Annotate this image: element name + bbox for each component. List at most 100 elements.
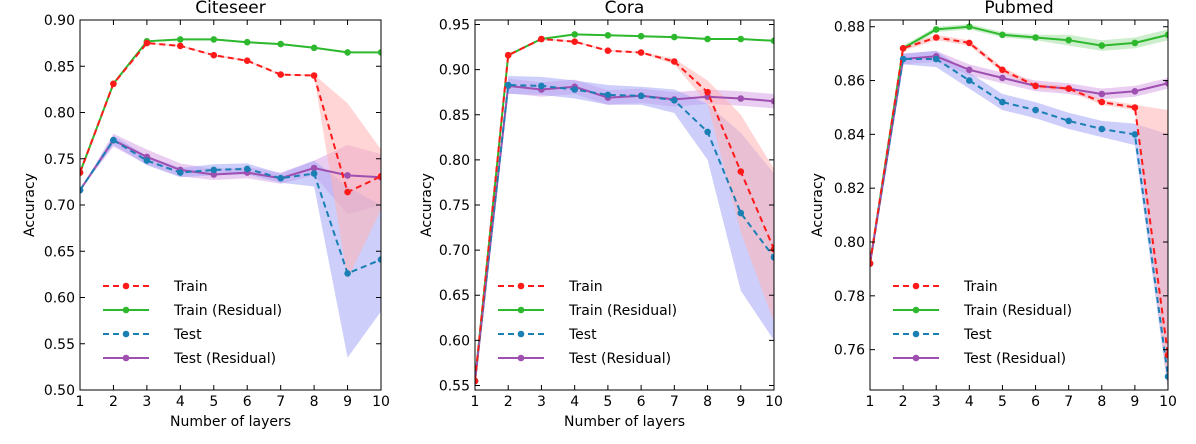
point-train-1	[475, 377, 479, 385]
x-axis-label: Number of layers	[170, 414, 291, 430]
point-train-8	[310, 72, 318, 79]
chart-panel-citeseer: 1 2 3 4 5 6 7 8 9 10 0.50 0.55 0.60 0.65 0.70 0.75 0.80 0…	[22, 0, 390, 430]
legend-label-test_residual: Test (Residual)	[568, 351, 671, 367]
y-tick-label: 0.55	[439, 378, 470, 394]
point-train-7	[1065, 85, 1072, 92]
point-train-6	[243, 57, 251, 64]
band-train	[80, 42, 381, 280]
series-line-test_residual	[870, 55, 1168, 264]
plot-area	[870, 23, 1168, 390]
chart-title: Citeseer	[195, 0, 265, 18]
legend-marker-train_residual	[912, 306, 920, 314]
x-tick-label: 8	[703, 394, 712, 410]
series-line-test_residual	[475, 84, 774, 382]
x-tick-label: 9	[343, 394, 352, 410]
legend: Train Train (Residual) Test Test (Residual)	[893, 279, 1072, 367]
point-test-4	[177, 169, 184, 176]
point-train_residual-4	[571, 31, 578, 38]
point-train-4	[177, 42, 184, 50]
x-tick-label: 5	[998, 394, 1007, 410]
series-line-test	[80, 138, 381, 275]
x-tick-label: 7	[1064, 394, 1073, 410]
x-tick-label: 6	[1031, 394, 1040, 410]
x-tick-label: 10	[1159, 394, 1177, 410]
plot-area	[80, 36, 381, 358]
x-tick-label: 3	[537, 394, 546, 410]
point-train_residual-4	[966, 23, 973, 31]
legend-marker-test	[122, 330, 130, 338]
point-train-10	[1164, 351, 1168, 359]
point-train-9	[344, 188, 351, 196]
legend-label-train_residual: Train (Residual)	[568, 303, 677, 319]
x-tick-label: 1	[471, 394, 480, 410]
legend-label-test: Test	[568, 327, 597, 343]
y-tick-label: 0.82	[834, 181, 865, 197]
axes-frame	[869, 19, 1169, 391]
point-train-5	[604, 47, 612, 54]
point-test-9	[737, 209, 745, 217]
point-train_residual-9	[737, 35, 745, 43]
point-test-6	[637, 92, 645, 100]
legend-marker-train	[122, 282, 130, 290]
point-train_residual-7	[671, 33, 678, 41]
x-tick-label: 7	[276, 394, 285, 410]
point-test_residual-9	[737, 95, 745, 102]
point-train-1	[80, 169, 84, 176]
y-tick-label: 0.60	[439, 333, 470, 349]
x-tick-label: 7	[670, 394, 679, 410]
x-tick-label: 2	[109, 394, 118, 410]
point-train-8	[704, 88, 711, 96]
legend-label-train_residual: Train (Residual)	[173, 303, 282, 319]
y-tick-label: 0.75	[439, 198, 470, 214]
point-train-3	[932, 34, 940, 41]
point-train-10	[770, 245, 774, 253]
legend-label-test: Test	[963, 327, 992, 343]
point-train_residual-6	[637, 32, 645, 40]
point-train-8	[1098, 98, 1106, 106]
point-train_residual-10	[1164, 31, 1168, 39]
legend-marker-test	[912, 330, 920, 338]
point-train-9	[1131, 104, 1139, 111]
point-test-9	[344, 270, 351, 277]
point-test-7	[671, 97, 678, 104]
point-train_residual-8	[310, 44, 318, 52]
x-tick-label: 3	[142, 394, 151, 410]
point-test_residual-4	[966, 66, 973, 74]
x-tick-label: 9	[1130, 394, 1139, 410]
point-train_residual-5	[999, 31, 1006, 39]
legend-label-test_residual: Test (Residual)	[963, 351, 1066, 367]
x-tick-label: 6	[637, 394, 646, 410]
point-test-1	[80, 186, 84, 194]
point-test-3	[932, 55, 940, 63]
point-train-4	[966, 39, 973, 47]
point-test_residual-9	[1131, 88, 1139, 95]
legend-marker-train	[517, 282, 525, 290]
legend-label-train: Train	[568, 279, 603, 295]
point-train-2	[110, 80, 117, 88]
point-test_residual-9	[344, 172, 351, 179]
point-test-5	[210, 166, 218, 174]
x-tick-label: 1	[76, 394, 85, 410]
y-tick-label: 0.70	[439, 243, 470, 259]
point-test-5	[604, 91, 612, 99]
legend-marker-test_residual	[122, 354, 130, 362]
y-tick-label: 0.84	[834, 127, 865, 143]
series-line-test	[475, 83, 774, 382]
point-train_residual-7	[1065, 36, 1072, 44]
y-tick-label: 0.76	[834, 343, 865, 359]
y-tick-label: 0.88	[834, 20, 865, 36]
x-tick-label: 2	[504, 394, 513, 410]
point-train-5	[210, 51, 218, 59]
point-test_residual-10	[770, 97, 774, 105]
y-tick-label: 0.60	[44, 291, 75, 307]
legend-marker-test_residual	[517, 354, 525, 362]
x-tick-label: 8	[1097, 394, 1106, 410]
y-axis-label: Accuracy	[419, 173, 435, 237]
chart-title: Cora	[605, 0, 645, 18]
x-tick-label: 10	[372, 394, 390, 410]
x-tick-label: 1	[866, 394, 875, 410]
point-test-8	[1098, 125, 1106, 133]
x-tick-label: 3	[932, 394, 941, 410]
x-axis-label: Number of layers	[564, 414, 685, 430]
